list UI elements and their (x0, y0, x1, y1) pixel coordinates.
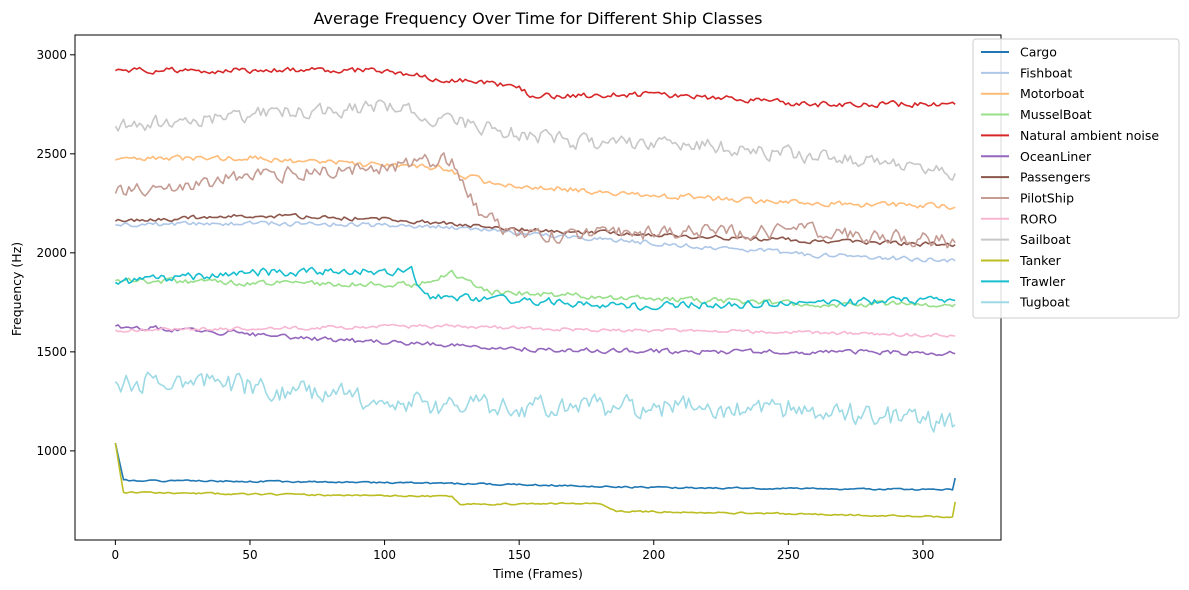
x-tick-label: 200 (642, 548, 665, 562)
legend: Cargo Fishboat Motorboat MusselBoat Natural … (972, 38, 1180, 319)
series-line-pilotship (114, 152, 956, 249)
legend-entry: OceanLiner (1020, 149, 1092, 164)
series-line-fishboat (115, 220, 956, 263)
x-tick-label: 100 (373, 548, 396, 562)
legend-entry: Passengers (1020, 170, 1091, 185)
legend-box (972, 38, 1180, 319)
legend-entry: Cargo (1020, 45, 1057, 60)
y-tick-label: 1000 (36, 444, 67, 458)
series-line-natural-ambient-noise (115, 66, 956, 109)
series-line-oceanliner (115, 324, 956, 357)
legend-entry: Motorboat (1020, 86, 1084, 101)
x-tick-label: 250 (777, 548, 800, 562)
y-tick-label: 3000 (36, 48, 67, 62)
series-line-musselboat (115, 269, 956, 309)
legend-entry: Tugboat (1019, 295, 1070, 310)
x-tick-label: 0 (112, 548, 120, 562)
y-tick-label: 2500 (36, 147, 67, 161)
series-line-trawler (114, 265, 956, 311)
plot-frame (74, 34, 1002, 541)
legend-entry: PilotShip (1020, 190, 1074, 205)
series-line-sailboat (114, 99, 956, 181)
x-tick-label: 300 (911, 548, 934, 562)
y-axis-label: Frequency (Hz) (9, 242, 24, 336)
legend-entry: Sailboat (1020, 232, 1071, 247)
legend-entry: Natural ambient noise (1020, 128, 1159, 143)
legend-entry: Fishboat (1020, 65, 1072, 80)
x-axis-label: Time (Frames) (492, 566, 583, 581)
x-tick-label: 50 (242, 548, 257, 562)
series-line-roro (115, 323, 956, 338)
chart-title: Average Frequency Over Time for Differen… (314, 9, 763, 28)
legend-entry: Tanker (1019, 253, 1062, 268)
y-tick-label: 1500 (36, 345, 67, 359)
series-line-motorboat (115, 154, 956, 211)
series-line-cargo (114, 442, 956, 491)
legend-entry: RORO (1020, 211, 1057, 226)
series-line-tanker (114, 442, 956, 519)
ticks-layer: 0 50 100 150 200 250 300 1000 1500 2000 2500 3000 (36, 48, 934, 562)
x-tick-label: 150 (508, 548, 531, 562)
series-line-passengers (114, 213, 956, 248)
legend-entry: Trawler (1019, 274, 1066, 289)
y-tick-label: 2000 (36, 246, 67, 260)
series-layer (114, 66, 956, 519)
axes-layer (74, 34, 1002, 541)
legend-entry: MusselBoat (1020, 107, 1092, 122)
series-line-tugboat (114, 371, 956, 433)
